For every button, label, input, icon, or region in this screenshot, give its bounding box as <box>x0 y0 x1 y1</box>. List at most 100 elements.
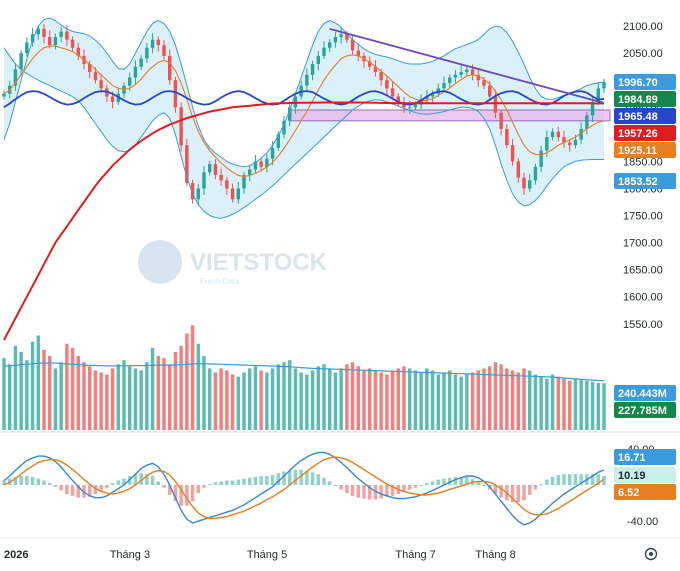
candle <box>453 74 458 78</box>
macd-histogram-bar <box>322 477 326 485</box>
volume-bar <box>202 356 206 430</box>
macd-histogram-bar <box>259 475 263 485</box>
candle <box>550 131 555 138</box>
macd-line <box>3 451 605 526</box>
candle <box>70 39 75 48</box>
candle <box>545 137 549 151</box>
candle <box>413 104 418 108</box>
candle <box>242 174 246 189</box>
candle <box>505 128 509 146</box>
macd-histogram-bar <box>539 484 543 486</box>
volume-bar <box>127 366 132 430</box>
macd-histogram-bar <box>185 485 189 506</box>
price-tag <box>614 173 676 189</box>
price-tag-text: 1853.52 <box>618 176 658 188</box>
macd-histogram-bar <box>59 485 63 491</box>
macd-histogram-bar <box>442 478 446 485</box>
candle <box>247 169 252 175</box>
macd-histogram-bar <box>2 480 6 485</box>
candle <box>259 161 263 167</box>
volume-bar <box>585 380 589 430</box>
price-tag <box>614 74 676 90</box>
candle <box>133 66 138 78</box>
macd-histogram-bar <box>213 482 218 485</box>
candle <box>293 96 298 108</box>
macd-histogram-bar <box>282 471 286 485</box>
volume-bar <box>345 364 349 430</box>
macd-histogram-bar <box>430 481 435 485</box>
macd-histogram-bar <box>133 474 138 485</box>
candle <box>533 166 538 181</box>
volume-bar <box>602 383 606 430</box>
candle <box>356 50 361 56</box>
volume-bar <box>145 362 149 430</box>
volume-bar <box>447 370 452 430</box>
volume-bar <box>185 333 189 430</box>
macd-histogram-bar <box>447 477 452 485</box>
macd-histogram-bar <box>545 479 549 485</box>
macd-histogram-bar <box>247 477 252 485</box>
candle <box>465 69 469 73</box>
price-tag-text: 1984.89 <box>618 94 658 106</box>
volume-bar <box>442 372 446 430</box>
candle <box>110 96 115 102</box>
macd-histogram-bar <box>602 475 606 485</box>
macd-histogram-bar <box>385 485 389 497</box>
candle <box>156 39 161 46</box>
macd-histogram-bar <box>362 485 366 499</box>
macd-histogram-bar <box>419 485 423 486</box>
candle <box>287 107 292 121</box>
candle <box>476 74 481 81</box>
macd-histogram-bar <box>110 483 115 485</box>
signal-line <box>3 456 605 520</box>
volume-bar <box>133 368 138 430</box>
volume-bar <box>379 372 383 430</box>
candle <box>430 93 435 97</box>
volume-bar <box>527 370 532 430</box>
candle <box>207 164 212 173</box>
watermark: VIETSTOCK Fresh Data <box>138 240 328 286</box>
macd-tag-text: 10.19 <box>618 470 646 482</box>
volume-bar <box>299 372 303 430</box>
y-tick-label: 2050.00 <box>623 48 663 60</box>
candle <box>139 58 143 67</box>
volume-bar <box>59 362 63 430</box>
volume-bar <box>453 374 458 430</box>
macd-tag <box>614 484 676 500</box>
y-tick-label: 1600.00 <box>623 292 663 304</box>
volume-bar <box>82 362 86 430</box>
candle <box>327 42 332 48</box>
macd-histogram-bar <box>499 485 503 498</box>
volume-bar <box>385 374 389 430</box>
volume-bar <box>47 356 52 430</box>
macd-histogram-bar <box>42 480 46 485</box>
candle <box>310 64 315 75</box>
macd-histogram-bar <box>339 485 343 490</box>
volume-bar <box>327 368 332 430</box>
macd-histogram-bar <box>150 475 155 485</box>
macd-histogram-bar <box>70 485 75 496</box>
macd-tag <box>614 467 676 483</box>
settings-icon[interactable] <box>644 547 658 561</box>
volume-bar <box>545 378 549 430</box>
candle <box>573 139 578 146</box>
candle <box>59 31 63 37</box>
volume-bar <box>533 374 538 430</box>
candle <box>270 147 275 159</box>
macd-histogram-bar <box>305 470 309 485</box>
macd-histogram-bar <box>407 485 412 490</box>
candle <box>145 47 149 59</box>
volume-bar <box>493 362 498 430</box>
macd-histogram-bar <box>19 475 23 485</box>
macd-histogram-bar <box>562 474 566 485</box>
candle <box>425 96 429 100</box>
candle <box>339 34 343 37</box>
candle <box>407 107 412 109</box>
candle <box>367 61 372 67</box>
candle <box>276 134 281 148</box>
volume-bar <box>122 360 126 430</box>
candle <box>190 183 195 200</box>
volume-ma-line <box>3 362 605 382</box>
volume-bar <box>2 358 6 430</box>
candle <box>167 55 172 81</box>
